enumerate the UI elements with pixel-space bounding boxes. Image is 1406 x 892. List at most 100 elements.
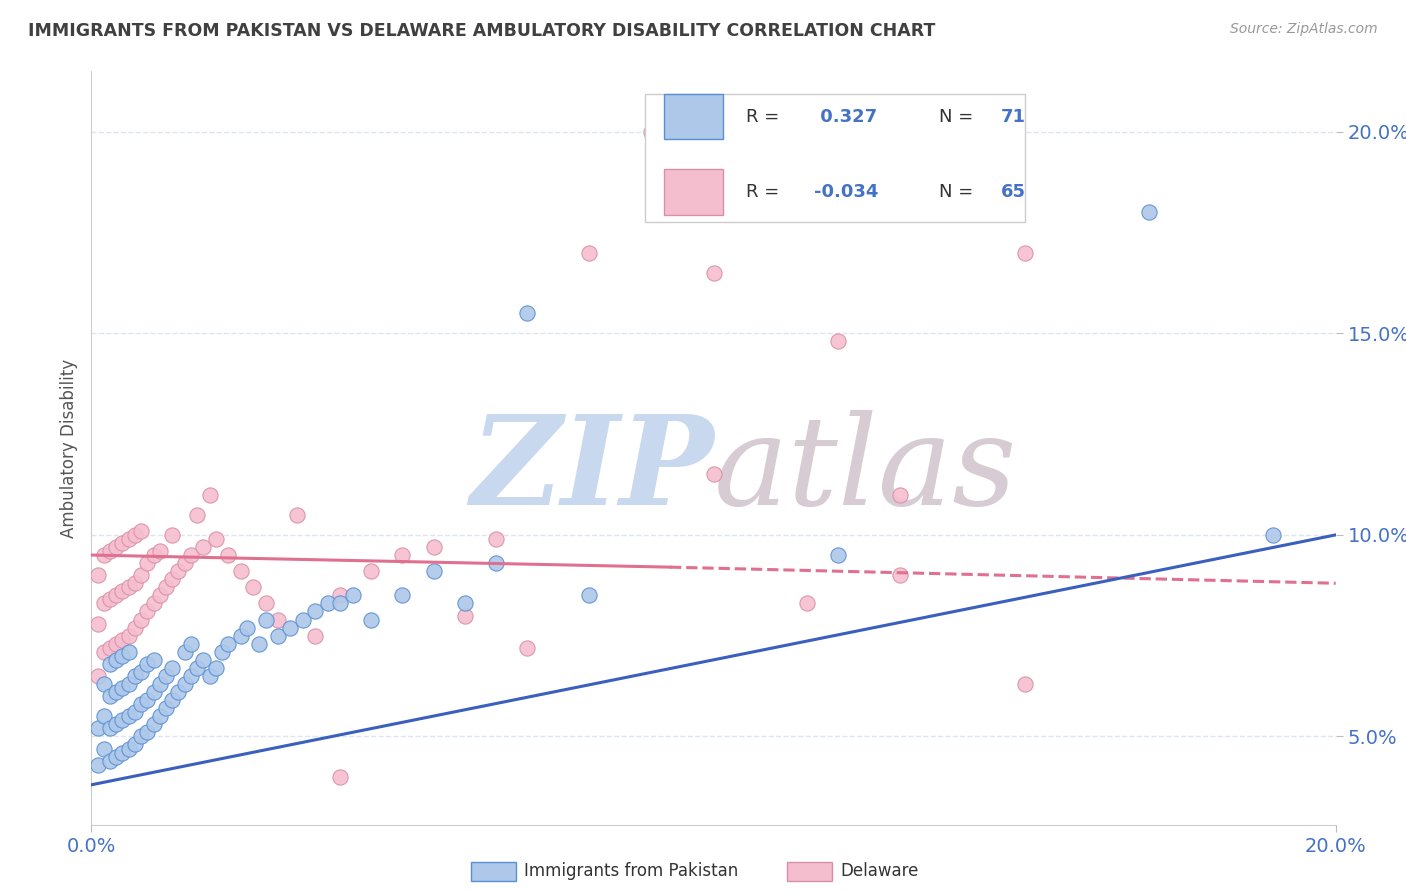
Point xyxy=(267,629,290,643)
Point xyxy=(485,532,508,546)
Point xyxy=(142,653,165,667)
Point xyxy=(93,741,115,756)
Point xyxy=(155,669,177,683)
Point xyxy=(889,568,911,582)
Point xyxy=(86,616,108,631)
Point xyxy=(124,669,146,683)
Point xyxy=(702,467,725,482)
Point xyxy=(124,705,146,719)
Point xyxy=(86,757,108,772)
Point xyxy=(142,717,165,731)
Point xyxy=(342,588,364,602)
Point xyxy=(578,588,600,602)
Point xyxy=(124,738,146,752)
FancyBboxPatch shape xyxy=(645,94,1025,222)
Point xyxy=(485,556,508,570)
Text: Source: ZipAtlas.com: Source: ZipAtlas.com xyxy=(1230,22,1378,37)
Point xyxy=(111,536,134,550)
Point xyxy=(453,608,475,623)
Point xyxy=(578,245,600,260)
Point xyxy=(162,572,184,586)
Point xyxy=(155,701,177,715)
Point xyxy=(86,568,108,582)
Point xyxy=(129,665,152,679)
Point xyxy=(827,334,849,349)
Point xyxy=(1137,205,1160,219)
Point xyxy=(173,677,195,691)
Point xyxy=(129,697,152,711)
Point xyxy=(796,596,818,610)
Point xyxy=(136,556,159,570)
Point xyxy=(98,657,121,671)
Point xyxy=(118,677,141,691)
Point xyxy=(329,596,352,610)
Point xyxy=(142,596,165,610)
Point xyxy=(889,487,911,501)
Point xyxy=(391,548,413,562)
Point xyxy=(105,653,128,667)
Point xyxy=(105,749,128,764)
Point xyxy=(186,508,208,522)
Point xyxy=(229,629,252,643)
Text: 65: 65 xyxy=(1001,183,1026,201)
Point xyxy=(93,709,115,723)
Point xyxy=(173,556,195,570)
Point xyxy=(1014,245,1036,260)
Point xyxy=(98,592,121,607)
Point xyxy=(124,528,146,542)
Point xyxy=(149,709,172,723)
Point xyxy=(329,588,352,602)
Point xyxy=(254,613,277,627)
Point xyxy=(86,669,108,683)
Point xyxy=(136,605,159,619)
Point xyxy=(285,508,308,522)
Point xyxy=(391,588,413,602)
Point xyxy=(167,685,190,699)
Point xyxy=(162,661,184,675)
Point xyxy=(198,669,221,683)
Point xyxy=(111,584,134,599)
Point xyxy=(111,746,134,760)
Point xyxy=(360,613,382,627)
Point xyxy=(98,544,121,558)
Point xyxy=(142,548,165,562)
Point xyxy=(136,693,159,707)
Point xyxy=(167,564,190,578)
Point xyxy=(211,645,233,659)
Point xyxy=(162,528,184,542)
Text: R =: R = xyxy=(747,183,779,201)
Point xyxy=(640,125,662,139)
Point xyxy=(105,540,128,554)
Point xyxy=(180,637,202,651)
Text: 71: 71 xyxy=(1001,108,1026,126)
Text: atlas: atlas xyxy=(713,410,1017,532)
FancyBboxPatch shape xyxy=(664,169,724,215)
Point xyxy=(229,564,252,578)
Point xyxy=(1014,677,1036,691)
Point xyxy=(105,588,128,602)
Point xyxy=(149,588,172,602)
Point xyxy=(827,548,849,562)
Point xyxy=(193,653,215,667)
Point xyxy=(111,714,134,728)
Text: N =: N = xyxy=(939,183,973,201)
Point xyxy=(180,669,202,683)
Point xyxy=(136,725,159,739)
Point xyxy=(98,689,121,703)
Point xyxy=(422,540,444,554)
Text: -0.034: -0.034 xyxy=(814,183,879,201)
Text: 0.327: 0.327 xyxy=(814,108,877,126)
Point xyxy=(304,605,326,619)
Point xyxy=(111,648,134,663)
Point xyxy=(280,621,302,635)
Point xyxy=(217,548,239,562)
Point xyxy=(98,722,121,736)
Point xyxy=(360,564,382,578)
Y-axis label: Ambulatory Disability: Ambulatory Disability xyxy=(59,359,77,538)
Point xyxy=(254,596,277,610)
Point xyxy=(93,596,115,610)
Point xyxy=(516,306,538,320)
Text: IMMIGRANTS FROM PAKISTAN VS DELAWARE AMBULATORY DISABILITY CORRELATION CHART: IMMIGRANTS FROM PAKISTAN VS DELAWARE AMB… xyxy=(28,22,935,40)
Point xyxy=(205,661,228,675)
Point xyxy=(118,709,141,723)
